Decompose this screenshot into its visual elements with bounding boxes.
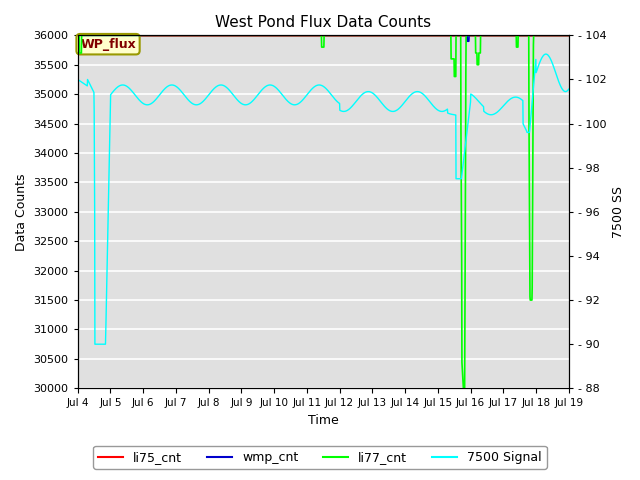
Title: West Pond Flux Data Counts: West Pond Flux Data Counts <box>215 15 431 30</box>
Y-axis label: 7500 SS: 7500 SS <box>612 186 625 238</box>
X-axis label: Time: Time <box>308 414 339 427</box>
Y-axis label: Data Counts: Data Counts <box>15 173 28 251</box>
Legend: li75_cnt, wmp_cnt, li77_cnt, 7500 Signal: li75_cnt, wmp_cnt, li77_cnt, 7500 Signal <box>93 446 547 469</box>
Text: WP_flux: WP_flux <box>80 38 136 51</box>
